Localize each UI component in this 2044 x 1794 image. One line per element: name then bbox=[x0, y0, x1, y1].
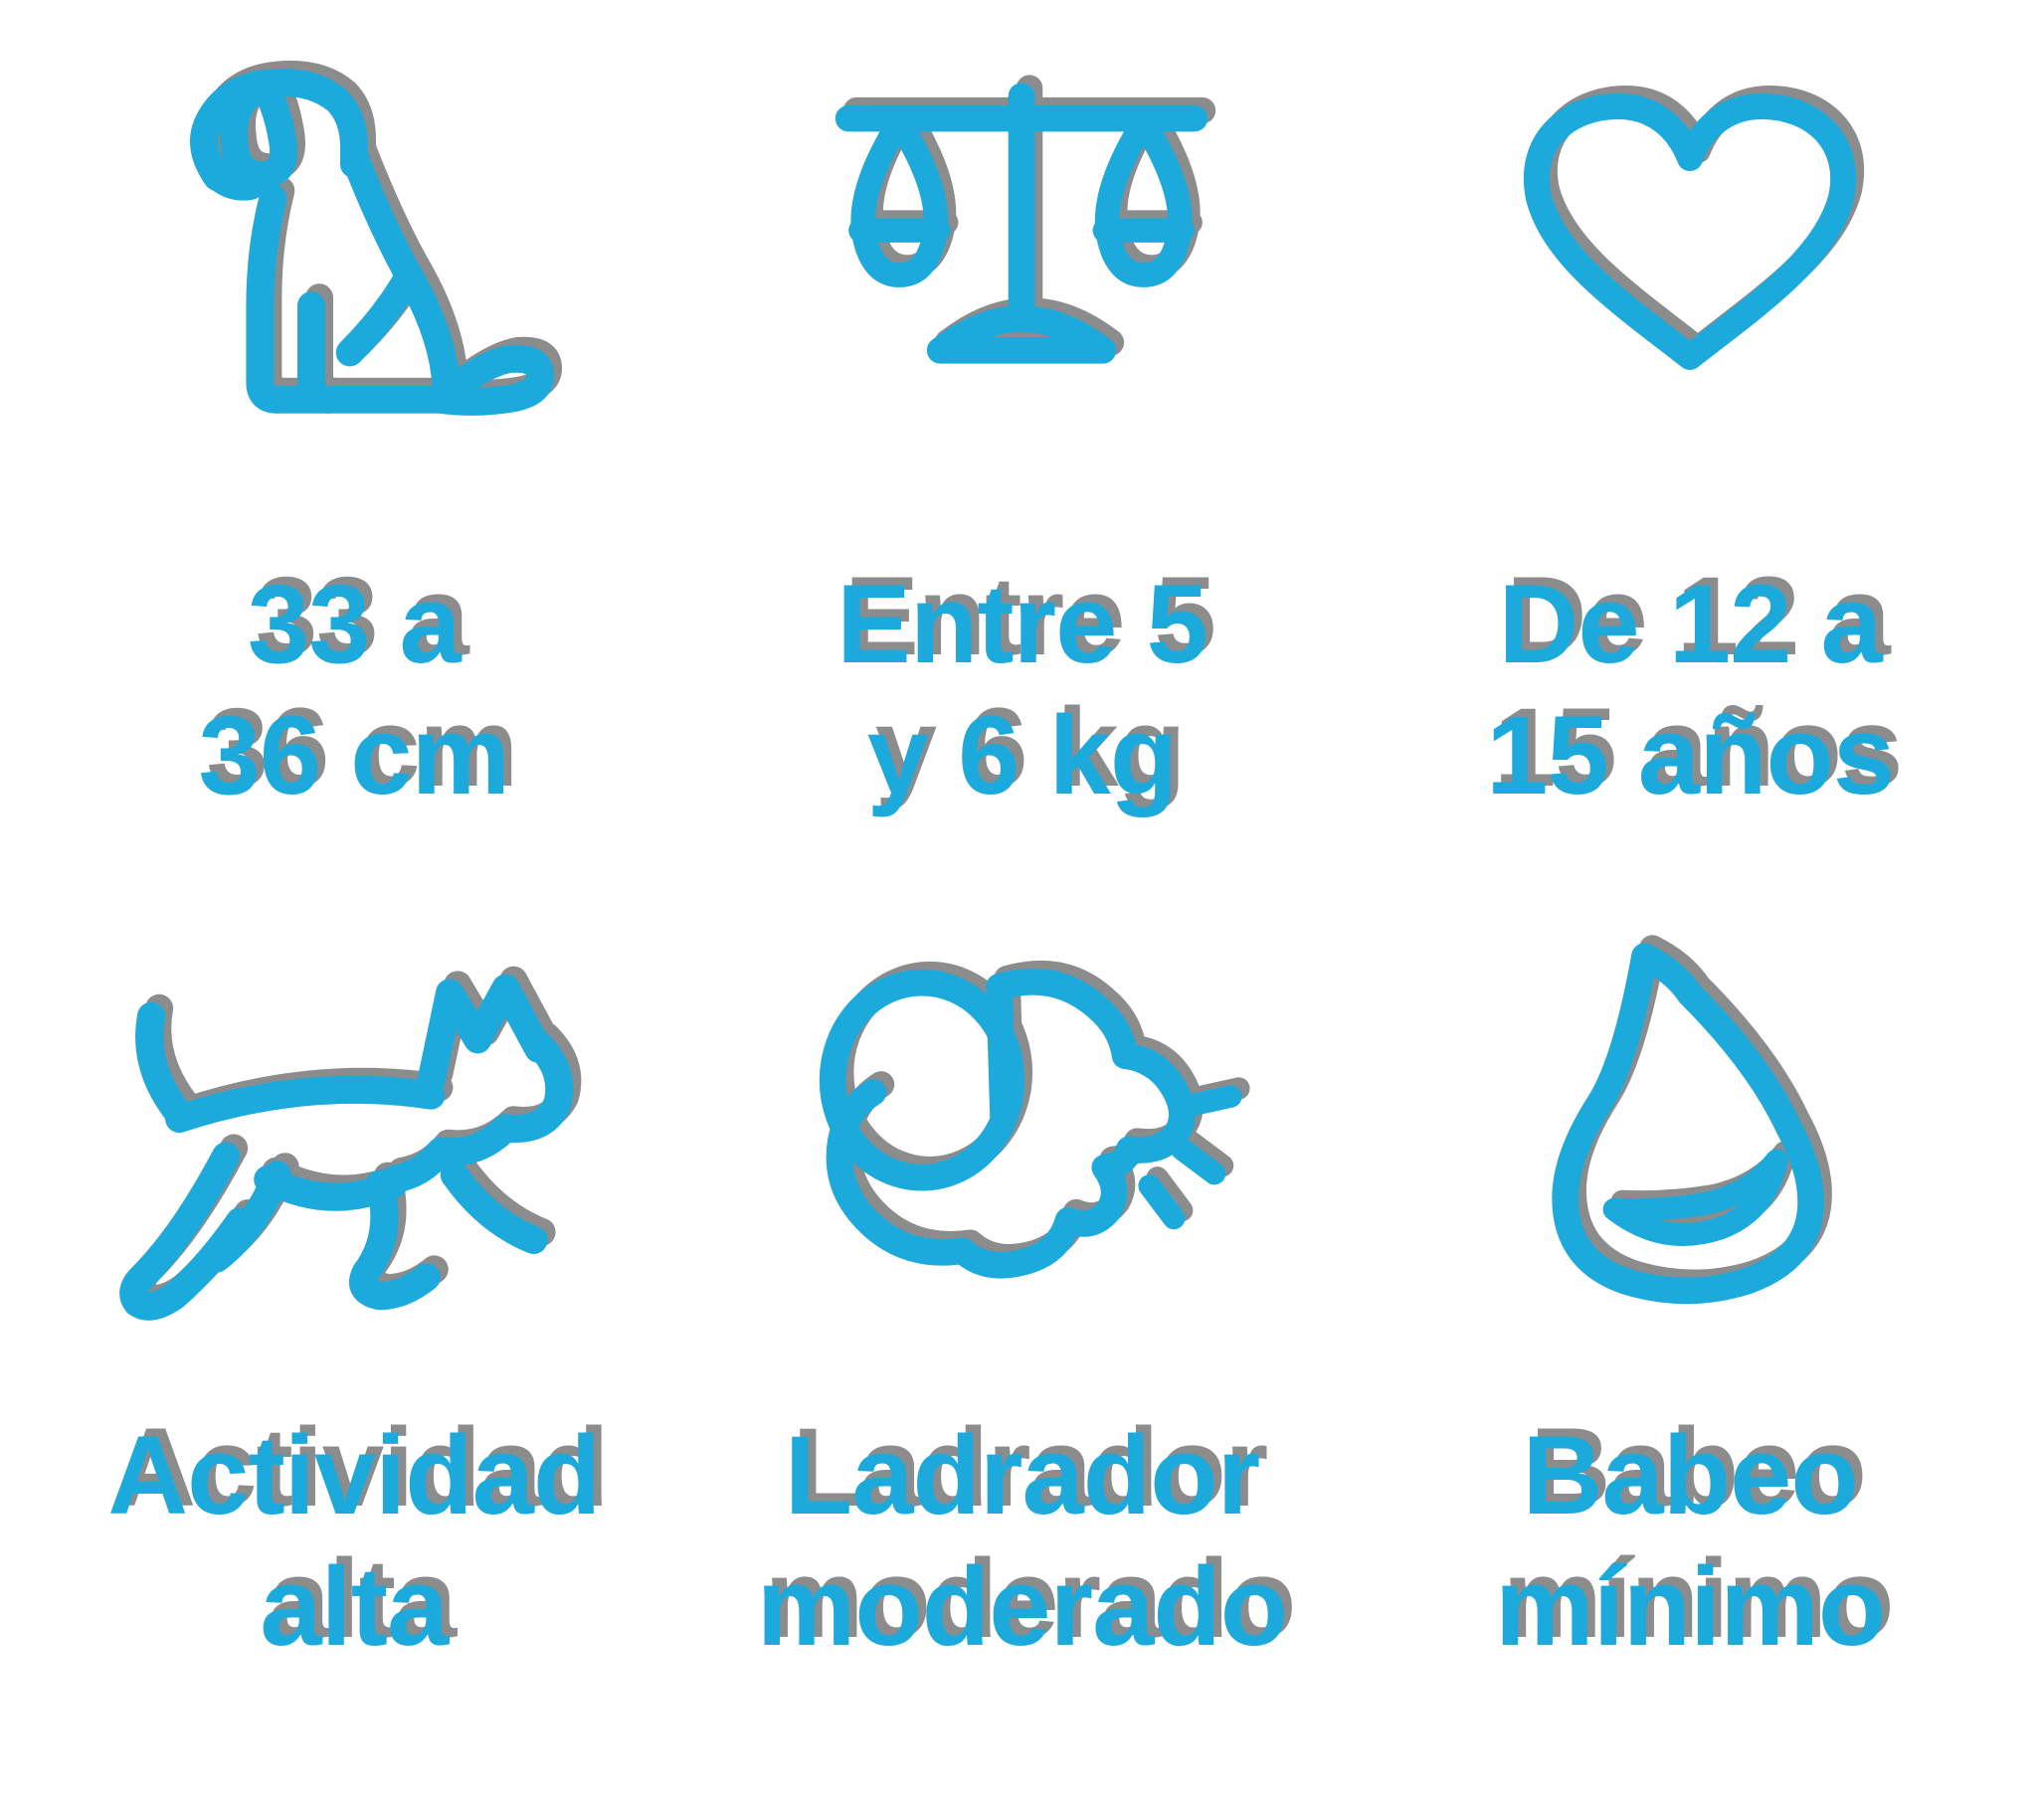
stat-label-line2: 36 cm bbox=[198, 693, 511, 818]
stat-label-line1: Entre 5 bbox=[836, 562, 1208, 686]
scale-icon bbox=[798, 10, 1245, 438]
stat-card-drooling: Babeo mínimo bbox=[1356, 885, 2024, 1794]
stat-card-height: 33 a 36 cm bbox=[20, 10, 688, 885]
stat-card-barking: Ladrador moderado bbox=[688, 885, 1357, 1794]
stat-label-height: 33 a 36 cm bbox=[198, 559, 511, 821]
stat-label-line2: mínimo bbox=[1495, 1544, 1886, 1670]
stat-label-line2: moderado bbox=[756, 1544, 1288, 1670]
stat-label-line1: Babeo bbox=[1522, 1413, 1859, 1537]
stat-card-weight: Entre 5 y 6 kg bbox=[688, 10, 1357, 885]
heart-icon bbox=[1471, 10, 1909, 438]
stat-label-line1: 33 a bbox=[247, 562, 462, 686]
running-dog-icon bbox=[86, 885, 623, 1352]
stat-label-line2: 15 años bbox=[1486, 693, 1895, 818]
drop-icon bbox=[1501, 885, 1879, 1352]
stat-card-lifespan: De 12 a 15 años bbox=[1356, 10, 2024, 885]
stat-label-activity: Actividad alta bbox=[107, 1410, 601, 1673]
stat-label-line2: y 6 kg bbox=[866, 693, 1179, 818]
stat-label-lifespan: De 12 a 15 años bbox=[1486, 559, 1895, 821]
stat-label-weight: Entre 5 y 6 kg bbox=[836, 559, 1208, 821]
stat-label-barking: Ladrador moderado bbox=[756, 1410, 1288, 1673]
stat-label-line1: Actividad bbox=[107, 1413, 601, 1537]
sitting-dog-icon bbox=[140, 10, 568, 438]
stat-label-line1: De 12 a bbox=[1498, 562, 1883, 686]
stat-label-drooling: Babeo mínimo bbox=[1495, 1410, 1886, 1673]
barking-dog-icon bbox=[788, 885, 1255, 1352]
stat-label-line2: alta bbox=[260, 1544, 449, 1670]
stat-label-line1: Ladrador bbox=[784, 1413, 1260, 1537]
stat-card-activity: Actividad alta bbox=[20, 885, 688, 1794]
